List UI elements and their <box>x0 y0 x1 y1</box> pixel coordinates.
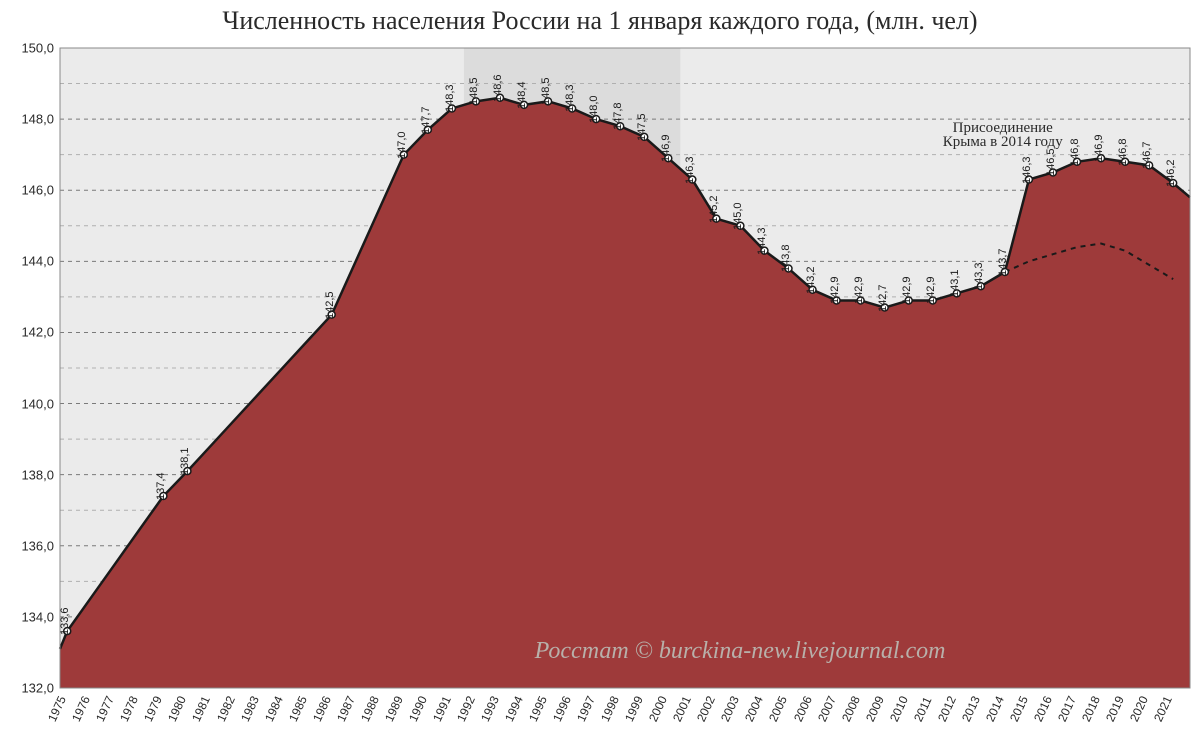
data-value-label: 147,0 <box>396 131 408 159</box>
data-value-label: 147,8 <box>612 103 624 131</box>
x-axis-label: 2004 <box>742 694 766 724</box>
x-axis-label: 1980 <box>165 694 189 724</box>
x-axis-label: 1988 <box>358 694 382 724</box>
x-axis-label: 2014 <box>983 694 1007 724</box>
x-axis-label: 1997 <box>574 694 598 724</box>
x-axis-label: 1978 <box>117 694 141 724</box>
data-value-label: 146,3 <box>1021 156 1033 184</box>
data-value-label: 144,3 <box>756 227 768 255</box>
x-axis-label: 2001 <box>670 694 694 724</box>
y-axis-label: 144,0 <box>21 254 54 269</box>
data-value-label: 142,9 <box>925 277 937 305</box>
x-axis-label: 2018 <box>1079 694 1103 724</box>
x-axis-label: 2007 <box>815 694 839 724</box>
data-value-label: 147,7 <box>420 106 432 134</box>
chart-container: Численность населения России на 1 января… <box>0 0 1200 732</box>
data-value-label: 145,2 <box>708 195 720 223</box>
x-axis-label: 1981 <box>189 694 213 724</box>
data-value-label: 148,3 <box>444 85 456 113</box>
data-value-label: 148,4 <box>516 81 528 109</box>
data-value-label: 143,3 <box>973 263 985 291</box>
data-value-label: 146,8 <box>1117 138 1129 166</box>
data-value-label: 142,9 <box>853 277 865 305</box>
x-axis-label: 1993 <box>478 694 502 724</box>
x-axis-label: 1985 <box>286 694 310 724</box>
y-axis-label: 150,0 <box>21 41 54 56</box>
data-value-label: 148,0 <box>588 96 600 124</box>
x-axis-label: 1987 <box>334 694 358 724</box>
data-value-label: 137,4 <box>155 472 167 500</box>
x-axis-label: 1979 <box>141 694 165 724</box>
data-value-label: 146,7 <box>1141 142 1153 170</box>
x-axis-label: 1989 <box>382 694 406 724</box>
y-axis-label: 148,0 <box>21 112 54 127</box>
x-axis-label: 1992 <box>454 694 478 724</box>
data-value-label: 138,1 <box>179 448 191 476</box>
x-axis-label: 1982 <box>214 694 238 724</box>
data-value-label: 143,8 <box>780 245 792 273</box>
x-axis-label: 2002 <box>694 694 718 724</box>
y-axis-label: 140,0 <box>21 396 54 411</box>
x-axis-label: 1976 <box>69 694 93 724</box>
y-axis-label: 132,0 <box>21 681 54 696</box>
y-axis-label: 134,0 <box>21 609 54 624</box>
data-value-label: 142,9 <box>829 277 841 305</box>
data-value-label: 133,6 <box>59 608 71 636</box>
y-axis-label: 142,0 <box>21 325 54 340</box>
x-axis-label: 1999 <box>622 694 646 724</box>
data-value-label: 146,9 <box>1093 135 1105 163</box>
x-axis-label: 1977 <box>93 694 117 724</box>
x-axis-label: 2015 <box>1007 694 1031 724</box>
data-value-label: 146,3 <box>684 156 696 184</box>
data-value-label: 142,9 <box>901 277 913 305</box>
x-axis-label: 2020 <box>1127 694 1151 724</box>
data-value-label: 142,5 <box>324 291 336 319</box>
x-axis-label: 1975 <box>45 694 69 724</box>
data-value-label: 142,7 <box>877 284 889 312</box>
data-value-label: 148,6 <box>492 74 504 102</box>
chart-title: Численность населения России на 1 января… <box>0 6 1200 36</box>
x-axis-label: 2019 <box>1103 694 1127 724</box>
x-axis-label: 1995 <box>526 694 550 724</box>
x-axis-label: 2008 <box>839 694 863 724</box>
annotation-text-2: Крыма в 2014 году <box>913 133 1093 153</box>
x-axis-label: 1998 <box>598 694 622 724</box>
x-axis-label: 2012 <box>935 694 959 724</box>
x-axis-label: 2021 <box>1151 694 1175 724</box>
x-axis-label: 1996 <box>550 694 574 724</box>
x-axis-label: 1994 <box>502 694 526 724</box>
x-axis-label: 2017 <box>1055 694 1079 724</box>
data-value-label: 143,2 <box>805 266 817 294</box>
x-axis-label: 2016 <box>1031 694 1055 724</box>
x-axis-label: 1984 <box>262 694 286 724</box>
data-value-label: 148,5 <box>540 78 552 106</box>
x-axis-label: 2013 <box>959 694 983 724</box>
x-axis-label: 2005 <box>766 694 790 724</box>
x-axis-label: 2006 <box>791 694 815 724</box>
watermark: Росстат © burckina-new.livejournal.com <box>535 638 946 665</box>
data-value-label: 146,9 <box>660 135 672 163</box>
x-axis-label: 1986 <box>310 694 334 724</box>
data-value-label: 143,1 <box>949 270 961 298</box>
y-axis-label: 146,0 <box>21 183 54 198</box>
x-axis-label: 2000 <box>646 694 670 724</box>
y-axis-label: 136,0 <box>21 538 54 553</box>
data-value-label: 145,0 <box>732 202 744 230</box>
x-axis-label: 2009 <box>863 694 887 724</box>
data-value-label: 147,5 <box>636 113 648 141</box>
x-axis-label: 2003 <box>718 694 742 724</box>
x-axis-label: 2010 <box>887 694 911 724</box>
data-value-label: 146,2 <box>1165 160 1177 188</box>
x-axis-label: 2011 <box>911 695 935 724</box>
data-value-label: 146,5 <box>1045 149 1057 177</box>
data-value-label: 148,5 <box>468 78 480 106</box>
data-value-label: 143,7 <box>997 248 1009 276</box>
y-axis-label: 138,0 <box>21 467 54 482</box>
x-axis-label: 1990 <box>406 694 430 724</box>
x-axis-label: 1983 <box>238 694 262 724</box>
x-axis-label: 1991 <box>430 694 454 724</box>
data-value-label: 148,3 <box>564 85 576 113</box>
